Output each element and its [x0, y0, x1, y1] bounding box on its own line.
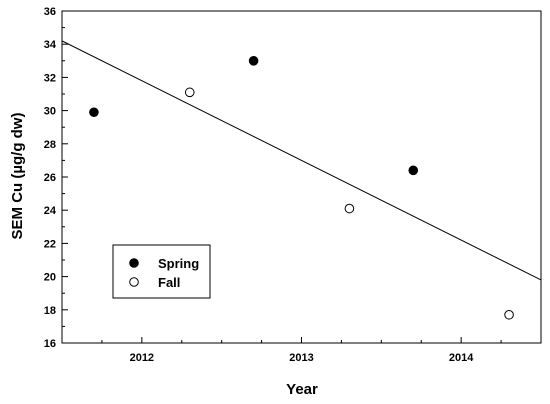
x-tick-label: 2013 — [289, 352, 313, 364]
data-point-spring — [248, 56, 259, 66]
y-tick-label: 26 — [44, 172, 56, 184]
data-points — [89, 56, 514, 320]
y-axis: 16 18 20 22 24 26 28 30 32 34 36 — [44, 6, 68, 350]
data-point-fall — [184, 87, 195, 98]
x-axis: 2012 2013 2014 — [61, 337, 542, 364]
legend-marker-fall — [129, 277, 139, 287]
y-tick-label: 34 — [44, 39, 57, 51]
x-tick-label: 2012 — [130, 352, 154, 364]
legend-label-spring: Spring — [158, 256, 199, 271]
x-tick-label: 2014 — [449, 352, 474, 364]
y-tick-label: 36 — [44, 6, 56, 18]
y-tick-label: 22 — [44, 238, 56, 250]
data-point-fall — [504, 309, 514, 320]
y-tick-label: 16 — [44, 338, 56, 350]
legend-box — [112, 244, 211, 299]
data-point-spring — [408, 165, 419, 176]
y-tick-label: 28 — [44, 139, 56, 151]
y-tick-label: 20 — [44, 272, 56, 284]
x-axis-title: Year — [286, 381, 318, 398]
trendline — [61, 40, 542, 281]
regression-line — [61, 40, 542, 281]
y-tick-label: 30 — [44, 106, 56, 118]
data-point-fall — [344, 203, 355, 214]
y-tick-label: 24 — [44, 205, 57, 217]
y-axis-title: SEM Cu (µg/g dw) — [9, 113, 26, 240]
data-point-spring — [89, 107, 99, 118]
y-tick-label: 32 — [44, 72, 56, 84]
legend: Spring Fall — [112, 244, 211, 299]
legend-label-fall: Fall — [158, 275, 180, 290]
y-tick-label: 18 — [44, 305, 56, 317]
legend-marker-spring — [129, 258, 139, 268]
